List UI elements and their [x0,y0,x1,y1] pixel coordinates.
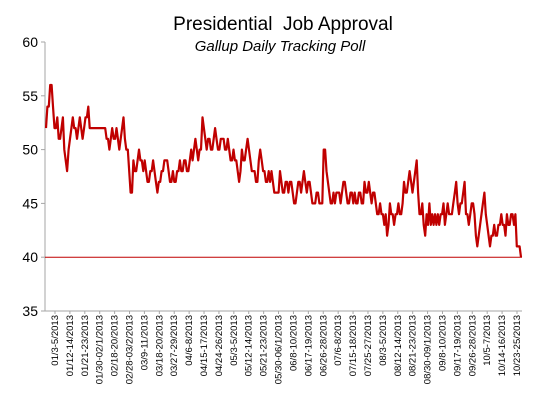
x-tick-label: 03/27-29/2013 [169,315,180,376]
x-tick-label: 03/9-11/2013 [139,315,150,370]
y-tick-label: 35 [22,303,38,319]
x-tick-label: 04/15-17/2013 [199,315,210,376]
x-tick-label: 05/30-06/1/2013 [274,315,285,384]
x-tick-label: 07/25-27/2013 [363,315,374,376]
x-tick-label: 06/17-19/2013 [303,315,314,376]
x-tick-label: 10/5-7/2013 [482,315,493,366]
x-tick-label: 08/21-23/2013 [408,315,419,376]
x-tick-label: 02/28-03/2/2013 [125,315,136,384]
y-tick-label: 45 [22,195,38,211]
y-tick-label: 40 [22,249,38,265]
x-tick-label: 07/6-8/2013 [333,315,344,366]
x-tick-label: 09/17-19/2013 [452,315,463,376]
x-tick-label: 02/18-20/2013 [110,315,121,376]
x-tick-label: 06/8-10/2013 [288,315,299,371]
x-tick-label: 01/21-23/2013 [80,315,91,376]
y-tick-label: 50 [22,142,38,158]
x-tick-label: 05/21-23/2013 [259,315,270,376]
x-tick-label: 10/23-25/2013 [512,315,523,376]
x-tick-label: 09/26-28/2013 [467,315,478,376]
x-tick-label: 05/12-14/2013 [244,315,255,376]
x-tick-label: 08/3-5/2013 [378,315,389,366]
x-tick-label: 10/14-16/2013 [497,315,508,376]
x-tick-label: 03/18-20/2013 [154,315,165,376]
title-background [160,8,400,56]
y-tick-label: 55 [22,88,38,104]
chart-title: Presidential Job Approval [173,14,393,35]
x-tick-label: 01/12-14/2013 [65,315,76,376]
x-tick-label: 09/8-10/2013 [437,315,448,371]
x-tick-label: 01/3-5/2013 [50,315,61,366]
x-tick-label: 08/12-14/2013 [393,315,404,376]
x-tick-label: 07/15-18/2013 [348,315,359,376]
approval-series-line [44,83,523,258]
x-tick-label: 01/30-02/1/2013 [95,315,106,384]
x-tick-label: 06/26-28/2013 [318,315,329,376]
x-tick-label: 04/24-26/2013 [214,315,225,376]
chart-subtitle: Gallup Daily Tracking Poll [195,38,366,55]
x-tick-label: 08/30-09/1/2013 [423,315,434,384]
y-tick-label: 60 [22,34,38,50]
x-tick-label: 05/3-5/2013 [229,315,240,366]
x-tick-label: 04/6-8/2013 [184,315,195,366]
